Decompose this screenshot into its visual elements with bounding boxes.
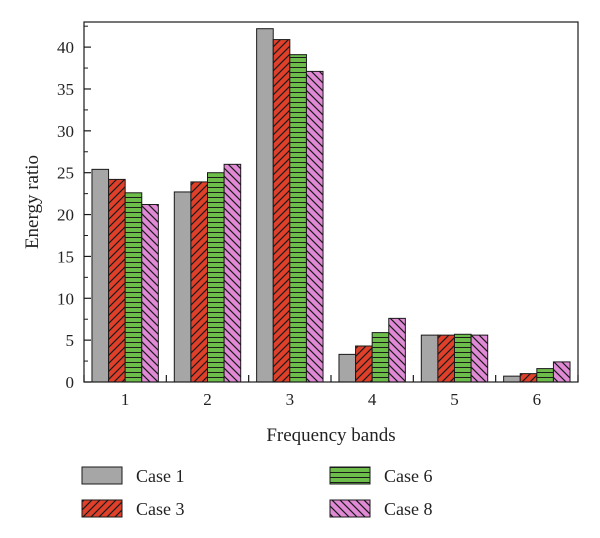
bar-case-1-band-5	[420, 334, 439, 383]
y-tick-label: 15	[57, 247, 74, 266]
bar-case-3-band-3	[272, 39, 291, 383]
x-tick-label: 4	[368, 390, 377, 409]
bar-case-6-band-1	[124, 192, 143, 383]
bar-case-6-band-3	[289, 54, 307, 383]
legend-swatch-case-3	[81, 499, 123, 518]
bar-case-3-band-5	[437, 334, 455, 383]
bar-case-8-band-6	[552, 361, 571, 383]
bar-case-3-band-2	[190, 181, 208, 383]
bar-case-1-band-2	[173, 191, 192, 383]
x-axis-title: Frequency bands	[266, 425, 395, 446]
legend-swatch-case-1	[81, 466, 123, 485]
bar-case-3-band-1	[108, 178, 126, 383]
x-tick-label: 2	[203, 390, 212, 409]
legend-swatch-case-6	[329, 466, 371, 485]
legend-label: Case 3	[136, 499, 185, 519]
bar-case-6-band-6	[536, 368, 554, 383]
bar-case-6-band-5	[454, 333, 472, 383]
y-tick-label: 25	[57, 164, 74, 183]
bar-case-1-band-1	[91, 168, 110, 383]
legend-swatch-case-8	[329, 499, 371, 518]
y-tick-label: 40	[57, 38, 74, 57]
y-tick-label: 20	[57, 206, 74, 225]
bar-case-8-band-2	[223, 163, 242, 383]
bar-case-1-band-6	[503, 375, 521, 383]
legend: Case 1 Case 3 Case 6 Case 8	[81, 466, 433, 519]
x-tick-label: 3	[286, 390, 295, 409]
bar-case-8-band-5	[470, 334, 489, 383]
y-tick-label: 30	[57, 122, 74, 141]
legend-label: Case 6	[384, 466, 433, 486]
x-tick-label: 1	[121, 390, 130, 409]
x-tick-label: 5	[450, 390, 459, 409]
axes: 0 5 10 15 20 25 30 35 40 1 2 3 4 5 6 Frequency bands Ene…	[22, 21, 579, 446]
y-tick-label: 35	[57, 80, 74, 99]
y-tick-label: 0	[66, 373, 75, 392]
y-tick-label: 5	[66, 331, 75, 350]
y-axis-title: Energy ratio	[22, 155, 43, 249]
bar-case-3-band-4	[355, 345, 373, 383]
bar-case-6-band-4	[371, 332, 390, 383]
y-tick-label: 10	[57, 289, 74, 308]
bar-case-8-band-3	[305, 70, 324, 383]
bar-case-8-band-4	[388, 317, 406, 383]
bar-case-6-band-2	[207, 172, 225, 383]
plot-area	[91, 28, 571, 383]
x-tick-label: 6	[533, 390, 542, 409]
legend-label: Case 8	[384, 499, 433, 519]
bar-case-1-band-4	[338, 353, 357, 383]
bar-case-8-band-1	[141, 204, 159, 383]
bar-case-3-band-6	[519, 373, 538, 383]
legend-label: Case 1	[136, 466, 185, 486]
bar-case-1-band-3	[256, 28, 274, 383]
